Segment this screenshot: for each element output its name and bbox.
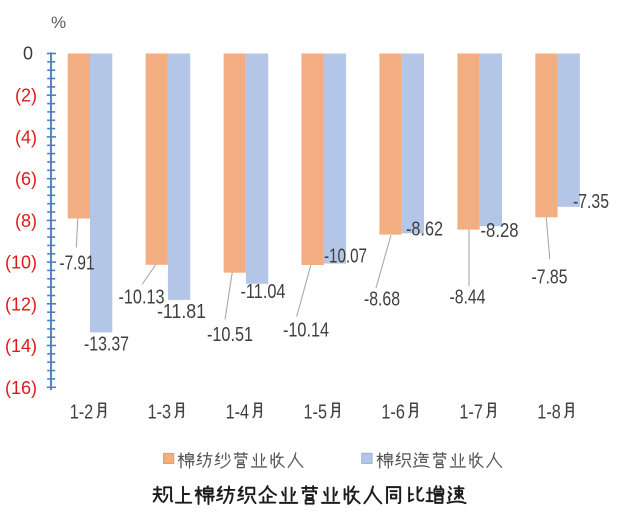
svg-text:0: 0	[23, 44, 33, 64]
svg-text:1-3: 1-3	[148, 401, 172, 424]
svg-text:(8): (8)	[15, 211, 37, 231]
svg-text:1-5: 1-5	[304, 401, 328, 424]
svg-text:-13.37: -13.37	[84, 333, 129, 355]
svg-text:(4): (4)	[15, 127, 37, 147]
svg-text:1-6: 1-6	[381, 401, 405, 424]
svg-text:1-8: 1-8	[537, 401, 561, 424]
svg-text:-8.28: -8.28	[481, 220, 519, 242]
svg-text:(10): (10)	[5, 253, 37, 273]
svg-text:%: %	[51, 13, 66, 32]
svg-text:-8.68: -8.68	[364, 288, 400, 310]
svg-text:-11.04: -11.04	[241, 281, 286, 303]
svg-text:-7.35: -7.35	[573, 191, 609, 213]
svg-text:1-7: 1-7	[459, 401, 483, 424]
svg-text:-7.91: -7.91	[60, 252, 95, 274]
svg-text:(12): (12)	[5, 294, 37, 314]
svg-text:-10.07: -10.07	[324, 245, 367, 267]
svg-text:-8.44: -8.44	[450, 286, 486, 308]
svg-text:(16): (16)	[5, 378, 37, 398]
svg-text:-10.13: -10.13	[119, 286, 165, 308]
svg-text:-8.62: -8.62	[406, 218, 443, 240]
svg-text:1-4: 1-4	[226, 401, 250, 424]
svg-text:(14): (14)	[5, 336, 37, 356]
svg-text:-11.81: -11.81	[157, 301, 206, 323]
svg-text:-7.85: -7.85	[532, 266, 568, 288]
svg-text:1-2: 1-2	[70, 401, 94, 424]
svg-text:(2): (2)	[15, 86, 37, 106]
svg-text:-10.14: -10.14	[283, 319, 329, 341]
svg-text:-10.51: -10.51	[207, 324, 253, 346]
svg-text:(6): (6)	[15, 169, 37, 189]
